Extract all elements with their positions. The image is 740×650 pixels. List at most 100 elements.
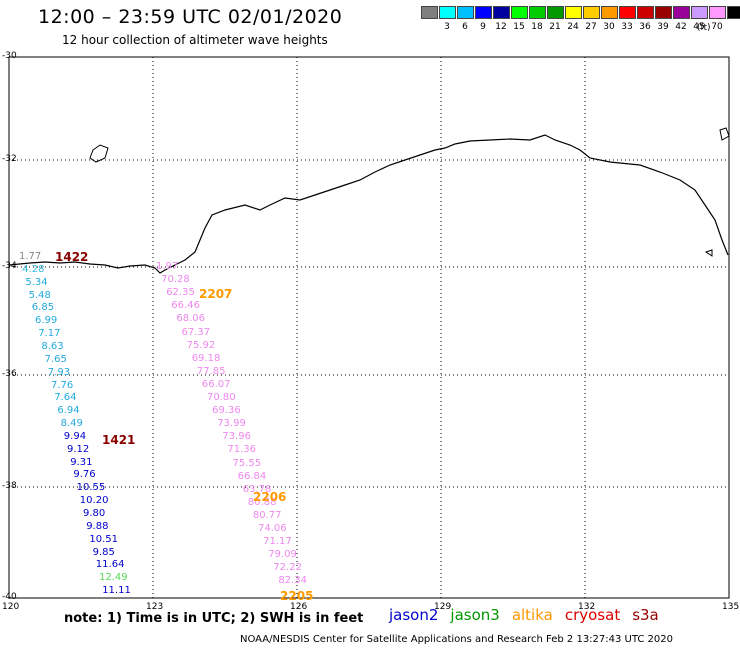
wave-height-value: 7.65 (44, 353, 67, 365)
wave-height-value: 67.37 (181, 326, 211, 338)
wave-height-value: 62.35 (166, 287, 195, 299)
wave-height-value: 10.20 (79, 495, 109, 507)
satellite-cryosat: cryosat (564, 606, 621, 624)
legend-swatch (492, 6, 510, 19)
pass-time-label: 2206 (253, 490, 287, 504)
legend-label: 18 (531, 22, 543, 32)
legend-label: 9 (480, 22, 486, 32)
legend-item: 42 (672, 6, 690, 32)
map-subtitle: 12 hour collection of altimeter wave hei… (62, 33, 328, 47)
lon-tick-label: 132 (578, 602, 596, 612)
island (89, 144, 109, 163)
legend-swatch (654, 6, 672, 19)
wave-height-value: 71.17 (263, 536, 292, 548)
wave-height-value: 9.76 (73, 469, 96, 481)
legend-swatch (420, 6, 438, 19)
lon-tick-label: 126 (290, 602, 308, 612)
wave-height-value: 72.22 (273, 562, 302, 574)
legend-item: 30 (600, 6, 618, 32)
legend-swatch (672, 6, 690, 19)
wave-height-value: 77.85 (196, 365, 226, 377)
legend-item: 36 (636, 6, 654, 32)
legend-label: 21 (549, 22, 561, 32)
legend-swatch (564, 6, 582, 19)
legend-label: 12 (495, 22, 507, 32)
legend-label: 27 (585, 22, 597, 32)
wave-height-value: 9.94 (63, 430, 87, 442)
wave-height-value: 1.77 (19, 251, 42, 262)
pass-time-label: 1422 (55, 250, 89, 264)
legend-item: 3 (438, 6, 456, 32)
wave-height-value: 9.88 (86, 520, 109, 532)
legend-label: 36 (639, 22, 651, 32)
legend-swatch (438, 6, 456, 19)
wave-height-value: 9.31 (70, 456, 93, 468)
satellite-jason2: jason2 (389, 606, 439, 624)
wave-height-value: 66.46 (171, 300, 200, 312)
legend-label: 70 (711, 22, 723, 32)
legend-item: 9 (474, 6, 492, 32)
legend-label: 6 (462, 22, 468, 32)
legend-swatch (726, 6, 740, 19)
wave-height-value: 4.28 (22, 263, 45, 275)
wave-height-value: 11.11 (102, 585, 131, 597)
legend-swatch (546, 6, 564, 19)
wave-height-value: 9.80 (83, 508, 106, 519)
legend-swatch (510, 6, 528, 19)
coastline (8, 134, 729, 274)
legend-swatch (618, 6, 636, 19)
satellite-legend: jason2 jason3 altika cryosat s3a (389, 606, 659, 624)
legend-swatch (690, 6, 708, 19)
lat-tick-label: -32 (2, 154, 17, 164)
legend-item (420, 6, 438, 32)
pass-time-label: 2205 (280, 589, 314, 603)
legend-label: 3 (444, 22, 450, 32)
legend-label: 30 (603, 22, 615, 32)
lon-tick-label: 123 (146, 602, 164, 612)
color-legend: 3 6 9 12 15 18 21 24 27 30 33 36 39 42 45 70 (420, 6, 740, 32)
legend-item: 70 (708, 6, 726, 32)
legend-label: 39 (657, 22, 669, 32)
wave-height-value: 75.55 (232, 457, 262, 469)
legend-item: 12 (492, 6, 510, 32)
lat-tick-label: -34 (2, 261, 17, 271)
satellite-s3a: s3a (632, 606, 659, 624)
lat-tick-label: -40 (2, 592, 17, 602)
pass-time-label: 2207 (199, 287, 233, 301)
wave-height-value: 68.06 (176, 313, 206, 325)
legend-unit: (ft) (697, 23, 711, 33)
map-frame (8, 56, 730, 599)
wave-height-value: 10.51 (89, 533, 119, 545)
legend-label: 15 (513, 22, 525, 32)
wave-height-value: 7.93 (47, 366, 71, 378)
wave-height-value: 6.94 (57, 405, 80, 417)
wave-height-value: 9.85 (92, 546, 115, 558)
wave-height-value: 12.49 (99, 572, 128, 584)
wave-height-value: 10.55 (76, 482, 106, 494)
legend-item (726, 6, 740, 32)
wave-height-value: 6.99 (35, 315, 58, 327)
lat-tick-label: -30 (2, 51, 17, 61)
map-title: 12:00 – 23:59 UTC 02/01/2020 (38, 6, 343, 28)
wave-height-value: 70.80 (207, 392, 236, 403)
legend-label: 42 (675, 22, 687, 32)
legend-swatch (474, 6, 492, 19)
legend-item: 18 (528, 6, 546, 32)
legend-item: 27 (582, 6, 600, 32)
legend-swatch (600, 6, 618, 19)
wave-height-value: 74.06 (258, 523, 287, 534)
lon-tick-label: 129 (434, 602, 452, 612)
wave-height-value: 73.99 (217, 418, 246, 430)
legend-label: 24 (567, 22, 579, 32)
legend-swatch (528, 6, 546, 19)
credit-text: NOAA/NESDIS Center for Satellite Applica… (240, 634, 673, 645)
wave-height-value: 69.36 (212, 405, 241, 417)
legend-item: 45 (690, 6, 708, 32)
legend-swatch (636, 6, 654, 19)
wave-height-value: 73.96 (222, 431, 251, 443)
lat-tick-label: -36 (2, 369, 17, 379)
pass-time-label: 1421 (102, 433, 136, 447)
wave-height-value: 63.78 (242, 483, 272, 495)
wave-height-value: 8.63 (41, 340, 64, 352)
